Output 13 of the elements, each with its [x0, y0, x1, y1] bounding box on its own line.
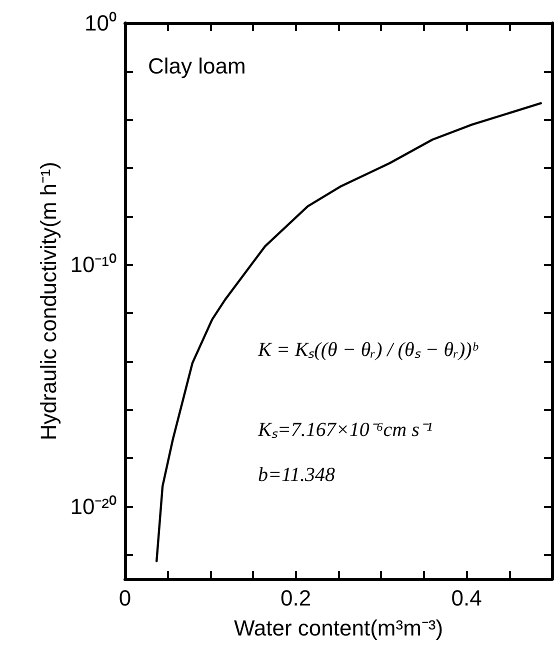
x-tick-label: 0.2 — [280, 586, 312, 610]
x-tick-label: 0.4 — [451, 586, 482, 610]
y-tick-label: 10⁰ — [84, 10, 117, 36]
y-axis-title: Hydraulic conductivity(m h⁻¹) — [36, 162, 61, 440]
x-axis-title: Water content(m³m⁻³) — [234, 616, 444, 640]
annotation: K = Kₛ((θ − θᵣ) / (θₛ − θᵣ))ᵇ — [257, 339, 479, 361]
y-tick-label: 10⁻¹⁰ — [70, 252, 117, 278]
annotation: b=11.348 — [258, 464, 336, 486]
line-series — [156, 102, 542, 562]
annotation: Clay loam — [148, 54, 246, 78]
annotation: Kₛ=7.167×10⁻⁶cm s⁻¹ — [257, 419, 432, 441]
y-tick-label: 10⁻²⁰ — [70, 494, 117, 519]
x-tick-label: 0 — [118, 586, 132, 610]
